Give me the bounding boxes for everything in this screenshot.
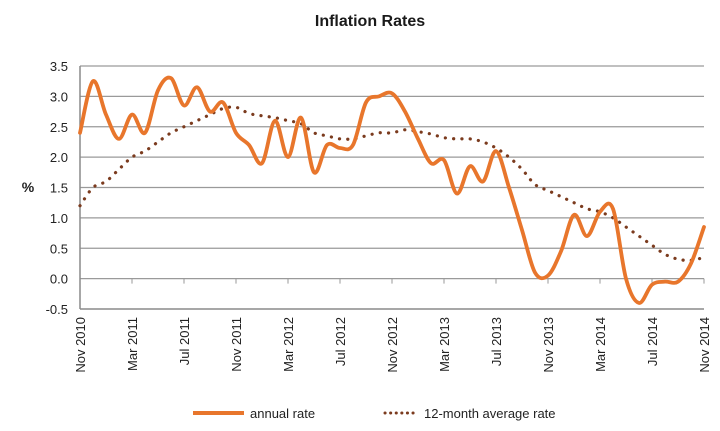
x-tick-label: Mar 2014 [593,317,608,372]
y-tick-label: -0.5 [46,302,68,317]
x-tick-label: Jul 2011 [177,317,192,365]
x-axis-ticks: Nov 2010 Mar 2011 Jul 2011 Nov 2011 Mar 2012… [73,278,712,373]
chart-title: Inflation Rates [315,13,425,30]
y-axis-ticks: 3.5 3.0 2.5 2.0 1.5 1.0 0.5 0.0 -0.5 [46,59,68,317]
x-tick-label: Nov 2013 [541,317,556,373]
series-12-month-average-line [78,105,706,263]
series-lines [78,75,706,305]
x-tick-label: Nov 2014 [697,317,712,373]
y-tick-label: 0.5 [50,241,68,256]
x-tick-label: Jul 2014 [645,317,660,366]
y-axis-label: % [22,179,35,195]
y-tick-label: 3.5 [50,59,68,74]
legend-annual-label: annual rate [250,406,315,421]
y-tick-label: 0.0 [50,272,68,287]
x-tick-label: Nov 2011 [229,317,244,372]
legend: annual rate 12-month average rate [193,406,556,421]
gridlines [80,65,704,280]
x-tick-label: Jul 2012 [333,317,348,366]
x-tick-label: Mar 2011 [125,317,140,371]
legend-average-label: 12-month average rate [424,406,556,421]
series-annual-rate-line [78,75,706,305]
x-tick-label: Jul 2013 [489,317,504,366]
y-tick-label: 1.5 [50,181,68,196]
x-tick-label: Mar 2013 [437,317,452,372]
x-tick-label: Mar 2012 [281,317,296,372]
y-tick-label: 3.0 [50,89,68,104]
x-tick-label: Nov 2010 [73,317,88,373]
y-tick-label: 2.5 [50,120,68,135]
y-tick-label: 2.0 [50,150,68,165]
y-tick-label: 1.0 [50,211,68,226]
x-tick-label: Nov 2012 [385,317,400,373]
